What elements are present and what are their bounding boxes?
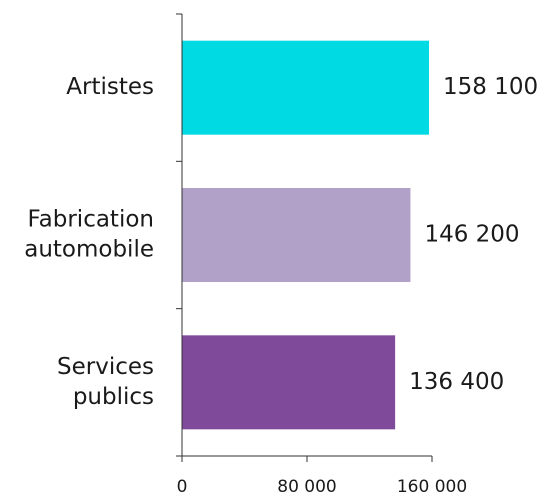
category-label-1: Fabrication automobile [24,207,154,263]
category-labels: Artistes Fabrication automobile Services pub… [24,74,154,410]
category-label-line: automobile [24,237,154,263]
bar-0 [182,40,430,135]
category-label-line: Fabrication [28,207,154,233]
bars-group [182,40,430,430]
category-label-2: Services publics [57,354,154,410]
x-tick-label-1: 80 000 [277,477,336,497]
category-label-line: Services [57,354,154,380]
value-labels: 158 100 146 200 136 400 [409,74,538,395]
value-label-1: 146 200 [424,222,519,248]
category-label-line: Artistes [66,74,154,100]
value-label-0: 158 100 [443,74,538,100]
x-tick-label-0: 0 [177,477,188,497]
bar-2 [182,335,396,430]
value-label-2: 136 400 [409,369,504,395]
category-label-line: publics [73,384,154,410]
axes-group: 0 80 000 160 000 [176,13,467,497]
x-tick-label-2: 160 000 [397,477,467,497]
category-label-0: Artistes [66,74,154,100]
bar-1 [182,188,411,282]
